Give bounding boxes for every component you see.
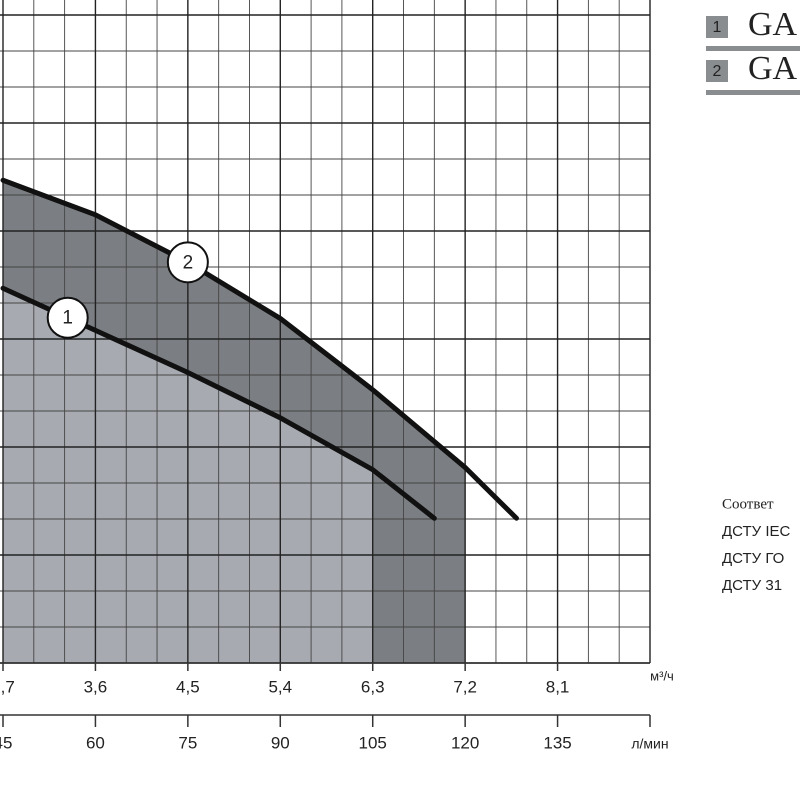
note-line: Соответ	[722, 496, 774, 512]
x2-tick-label: 105	[359, 733, 387, 752]
curve-label-circle	[46, 296, 89, 339]
x-axis-label: м³/ч	[650, 668, 674, 683]
x-tick-label: 5,4	[268, 677, 292, 696]
lines: 12	[0, 177, 519, 521]
x2-tick-label: 75	[178, 733, 197, 752]
note-line: ДСТУ 31	[722, 577, 782, 594]
curve-label-circle	[166, 241, 209, 284]
x2-tick-label: 90	[271, 733, 290, 752]
legend-number: 1	[713, 19, 722, 36]
x-tick-label: 4,5	[176, 677, 200, 696]
legend-text: GA	[748, 6, 798, 43]
curve-label: 1	[62, 308, 73, 329]
notes: Соответ ДСТУ IEC ДСТУ ГО ДСТУ 31	[722, 496, 791, 594]
legend: 1 GA 2 GA	[706, 6, 800, 95]
legend-number: 2	[713, 63, 722, 80]
x2-tick-label: 135	[543, 733, 571, 752]
x2-tick-label: 60	[86, 733, 105, 752]
legend-box	[706, 16, 728, 38]
legend-underline	[706, 46, 800, 51]
curve	[0, 177, 519, 521]
note-line: ДСТУ ГО	[722, 550, 784, 567]
legend-text: GA	[748, 50, 798, 87]
x2-tick-label: 45	[0, 733, 12, 752]
x-tick-label: 2,7	[0, 677, 15, 696]
curve-label: 2	[183, 252, 194, 273]
x2-tick-label: 120	[451, 733, 479, 752]
note-line: ДСТУ IEC	[722, 523, 791, 540]
x-tick-label: 7,2	[453, 677, 477, 696]
legend-underline	[706, 90, 800, 95]
x-tick-label: 3,6	[84, 677, 108, 696]
legend-box	[706, 60, 728, 82]
x2-axis-label: л/мин	[631, 736, 668, 752]
x-tick-label: 6,3	[361, 677, 385, 696]
axes: 2,7 3,6 4,5 5,4 6,3 7,2 8,1 м³/ч 45 60 75 90 105 120 1…	[0, 662, 674, 752]
x-tick-label: 8,1	[546, 677, 570, 696]
